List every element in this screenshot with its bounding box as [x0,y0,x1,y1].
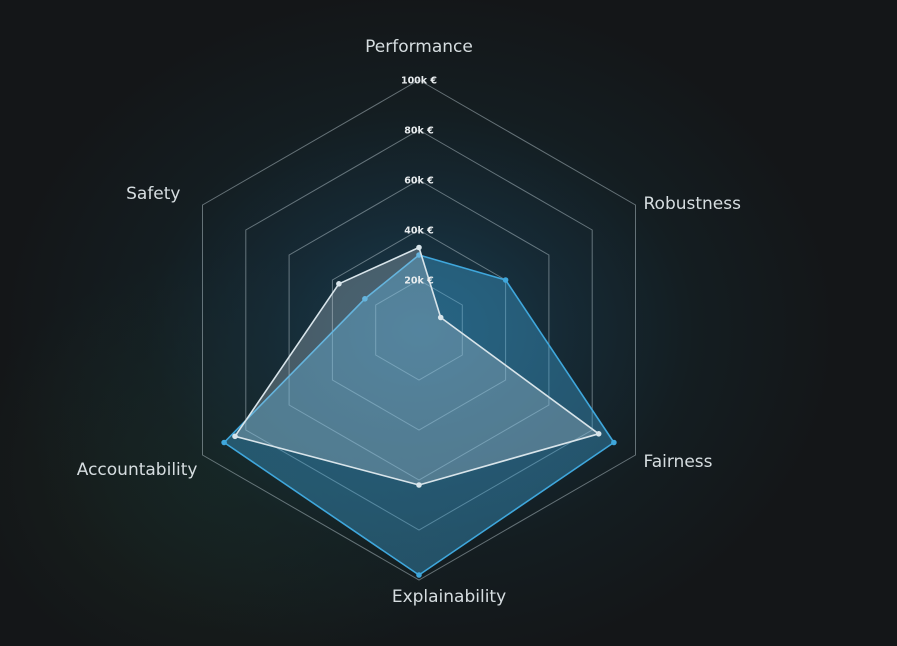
series-2-point-robustness [437,314,444,321]
axis-label-safety: Safety [126,184,180,204]
grid-ring-80k [245,129,593,531]
grid-ring-100k [202,79,636,581]
series-1-point-accountability [221,439,227,446]
tick-label-80k: 80k € [404,126,433,137]
series-1-point-explainability [416,572,422,578]
series-2-point-performance [416,244,422,251]
tick-label-20k: 20k € [404,276,433,287]
tick-label-40k: 40k € [404,226,433,237]
tick-label-60k: 60k € [404,176,433,187]
series-layer [221,244,617,578]
series-2-point-explainability [416,482,422,488]
series-1-point-safety [362,296,368,302]
series-1-point-robustness [502,277,509,283]
axis-label-robustness: Robustness [644,194,742,214]
grid-ring-20k [375,279,463,381]
axis-label-fairness: Fairness [644,452,713,472]
tick-labels: 20k € 40k € 60k € 80k € 100k € [401,76,437,287]
series-2-point-fairness [595,431,602,437]
tick-label-100k: 100k € [401,76,437,87]
axis-label-accountability: Accountability [77,460,198,480]
series-2-point-accountability [232,433,238,440]
axis-label-explainability: Explainability [392,587,506,607]
axis-label-performance: Performance [365,37,473,57]
series-2-point-safety [336,281,342,287]
grid-ring-60k [288,179,550,481]
series-1-point-fairness [611,439,617,446]
axis-labels: Performance Robustness Fairness Explainabil… [77,37,741,607]
